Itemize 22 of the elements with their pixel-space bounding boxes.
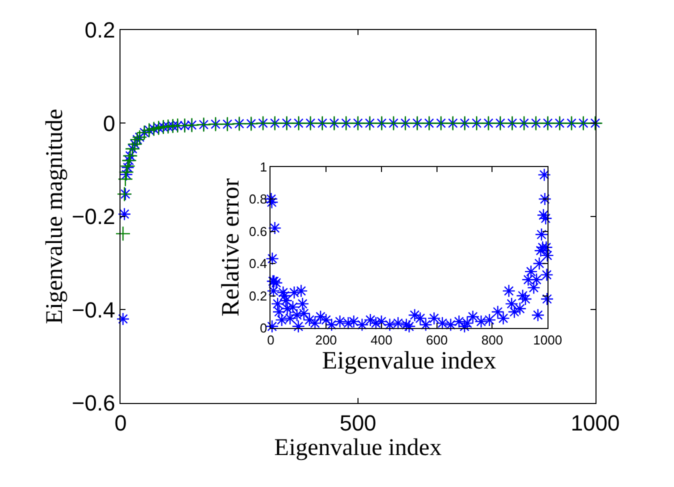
y-tick-label: 0.2 — [84, 18, 116, 43]
x-tick-label: 800 — [481, 332, 504, 348]
x-axis-title: Eigenvalue index — [274, 435, 442, 462]
x-tick-label: 600 — [426, 332, 448, 348]
x-tick-label: 200 — [315, 332, 337, 348]
y-tick-label: 0 — [260, 320, 268, 336]
y-tick-label: −0.6 — [72, 390, 116, 416]
y-tick-label: 0.4 — [249, 256, 268, 272]
y-tick-label: 0 — [102, 110, 116, 136]
x-tick-label: 1000 — [533, 332, 562, 348]
x-tick-label: 500 — [340, 410, 376, 436]
y-axis-title: Relative error — [218, 178, 245, 316]
x-tick-label: 1000 — [570, 410, 620, 436]
y-tick-label: 0.8 — [249, 192, 268, 207]
y-axis-title: Eigenvalue magnitude — [42, 108, 68, 324]
y-tick-label: 1 — [260, 159, 268, 174]
x-axis-title: Eigenvalue index — [322, 348, 497, 375]
y-tick-label: −0.2 — [72, 204, 116, 230]
x-tick-label: 400 — [370, 332, 392, 348]
y-tick-label: 0.2 — [249, 288, 268, 304]
y-tick-label: −0.4 — [72, 297, 116, 322]
y-tick-label: 0.6 — [249, 224, 268, 239]
